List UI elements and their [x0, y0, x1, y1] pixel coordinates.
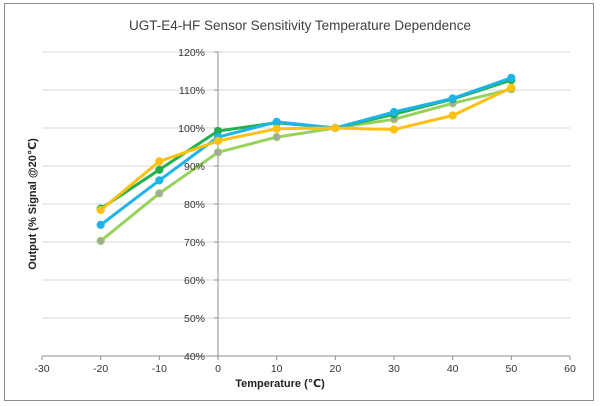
y-tick-label: 90%: [184, 161, 205, 173]
x-axis-title: Temperature (℃): [235, 378, 325, 390]
x-tick-label: -20: [93, 363, 108, 375]
data-point: [96, 220, 105, 229]
chart-frame: UGT-E4-HF Sensor Sensitivity Temperature…: [4, 3, 594, 401]
data-point: [213, 148, 223, 157]
series-line: [99, 76, 513, 227]
data-point: [448, 94, 457, 103]
x-tick-label: 10: [271, 363, 283, 375]
data-point: [389, 125, 399, 134]
data-point: [96, 206, 105, 215]
y-tick-label: 60%: [184, 275, 205, 287]
data-point: [272, 117, 281, 127]
x-tick-label: 20: [329, 363, 341, 375]
data-point: [155, 157, 164, 166]
data-point: [272, 133, 281, 142]
y-axis-title: Output (% Signal @20℃): [27, 138, 39, 270]
series-line: [99, 86, 513, 212]
data-point: [331, 123, 340, 133]
series-4: [96, 83, 516, 215]
chart-svg: UGT-E4-HF Sensor Sensitivity Temperature…: [27, 18, 576, 390]
x-tick-label: 50: [505, 363, 517, 375]
y-tick-label: 80%: [184, 199, 205, 211]
series-line: [99, 87, 513, 243]
y-tick-label: 40%: [184, 351, 205, 363]
data-point: [448, 111, 457, 120]
data-point: [155, 176, 164, 185]
series-lines: [96, 73, 516, 245]
y-tick-label: 110%: [179, 85, 205, 97]
x-tick-label: -30: [34, 363, 49, 375]
data-point: [272, 124, 281, 133]
x-tick-label: 0: [215, 363, 221, 375]
y-tick-label: 100%: [178, 123, 205, 135]
data-point: [507, 73, 516, 82]
data-point: [389, 107, 399, 117]
axes: [41, 51, 571, 360]
data-point: [96, 236, 105, 245]
x-tick-label: 60: [564, 363, 576, 375]
x-tick-label: -10: [152, 363, 167, 375]
data-point: [155, 165, 164, 174]
chart-title: UGT-E4-HF Sensor Sensitivity Temperature…: [129, 18, 471, 33]
data-point: [155, 189, 164, 198]
y-tick-label: 120%: [178, 47, 205, 59]
tick-labels: -30 -20 -10 0 10 20 30 40 50 60 40% 50% 60% 70% 80% 90%…: [34, 47, 576, 375]
y-tick-label: 50%: [184, 313, 205, 325]
series-3: [96, 73, 516, 229]
data-point: [213, 136, 223, 145]
data-point: [507, 83, 516, 92]
x-tick-label: 40: [447, 363, 459, 375]
y-tick-label: 70%: [184, 237, 205, 249]
x-tick-label: 30: [388, 363, 400, 375]
